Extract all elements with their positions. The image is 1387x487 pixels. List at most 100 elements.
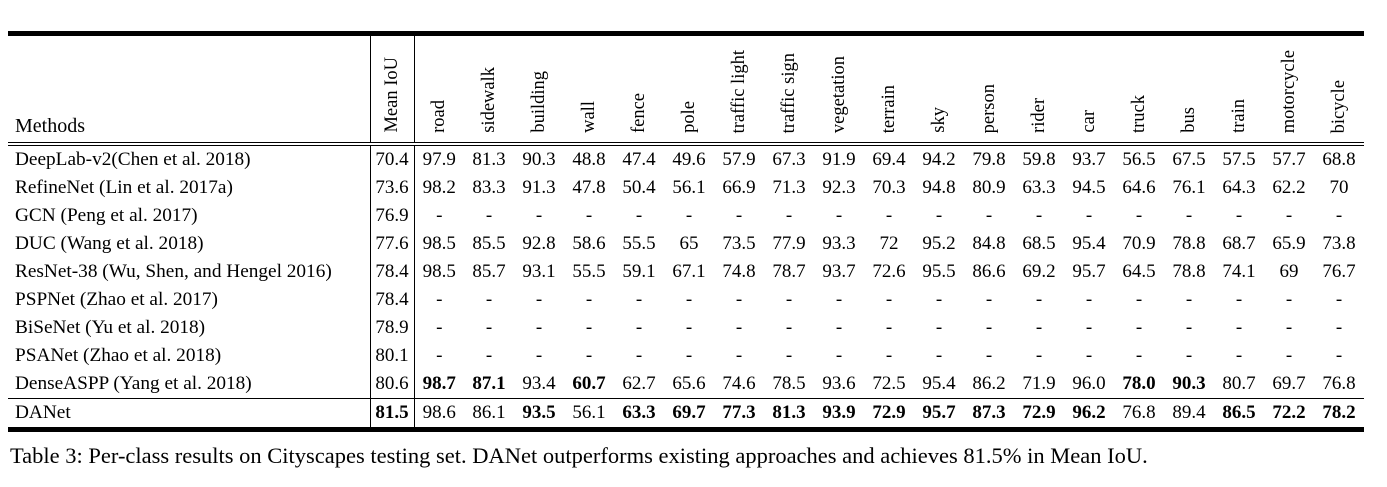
value-cell-bus: 78.8 bbox=[1172, 233, 1206, 254]
value-cell-sky: 95.5 bbox=[922, 261, 956, 282]
column-header-sidewalk: sidewalk bbox=[464, 33, 514, 146]
mean-iou-cell: 76.9 bbox=[370, 202, 415, 230]
value-cell-car: - bbox=[1085, 317, 1093, 338]
value-cell-road: 98.5 bbox=[422, 233, 456, 254]
column-header-vegetation: vegetation bbox=[814, 33, 864, 146]
value-cell-sidewalk: 81.3 bbox=[472, 149, 506, 170]
value-cell-traffic-light: 77.3 bbox=[714, 398, 764, 430]
mean-iou-cell: 78.4 bbox=[370, 258, 415, 286]
value-cell-car: - bbox=[1085, 345, 1093, 366]
value-cell-sky: - bbox=[935, 205, 943, 226]
value-cell-wall: 60.7 bbox=[572, 373, 606, 394]
value-cell-fence: 47.4 bbox=[622, 149, 656, 170]
column-header-traffic-light: traffic light bbox=[714, 33, 764, 146]
table-row-pspnet: PSPNet (Zhao et al. 2017) 78.4- - - - - - - - - - -… bbox=[8, 286, 1364, 314]
value-cell-truck: - bbox=[1135, 317, 1143, 338]
value-cell-traffic-sign: 78.5 bbox=[772, 373, 806, 394]
value-cell-bicycle: - bbox=[1335, 317, 1343, 338]
value-cell-bus: 76.1 bbox=[1172, 177, 1206, 198]
value-cell-vegetation: - bbox=[835, 205, 843, 226]
method-cell: ResNet-38 (Wu, Shen, and Hengel 2016) bbox=[8, 258, 371, 286]
value-cell-person: 84.8 bbox=[972, 233, 1006, 254]
value-cell-rider: 63.3 bbox=[1022, 177, 1056, 198]
value-cell-terrain: 72.5 bbox=[872, 373, 906, 394]
column-header-wall-label: wall bbox=[578, 101, 599, 133]
value-cell-truck: - bbox=[1135, 205, 1143, 226]
value-cell-sidewalk: 83.3 bbox=[472, 177, 506, 198]
value-cell-car: 96.2 bbox=[1064, 398, 1114, 430]
value-cell-train: 64.3 bbox=[1222, 177, 1256, 198]
value-cell-rider: - bbox=[1035, 345, 1043, 366]
value-cell-sky: - bbox=[935, 317, 943, 338]
value-cell-rider: 68.5 bbox=[1022, 233, 1056, 254]
column-header-truck: truck bbox=[1114, 33, 1164, 146]
value-cell-car: 95.7 bbox=[1072, 261, 1106, 282]
value-cell-building: 93.4 bbox=[522, 373, 556, 394]
value-cell-motorcycle: - bbox=[1285, 317, 1293, 338]
table-row-resnet-38: ResNet-38 (Wu, Shen, and Hengel 2016) 78.… bbox=[8, 258, 1364, 286]
value-cell-sidewalk: - bbox=[485, 205, 493, 226]
value-cell-sky: 95.2 bbox=[922, 233, 956, 254]
value-cell-motorcycle: 57.7 bbox=[1272, 149, 1306, 170]
value-cell-rider: 72.9 bbox=[1014, 398, 1064, 430]
value-cell-fence: - bbox=[635, 345, 643, 366]
value-cell-pole: 49.6 bbox=[672, 149, 706, 170]
value-cell-bus: 67.5 bbox=[1172, 149, 1206, 170]
value-cell-vegetation: 93.9 bbox=[814, 398, 864, 430]
value-cell-traffic-light: 66.9 bbox=[722, 177, 756, 198]
column-header-truck-label: truck bbox=[1128, 94, 1149, 133]
column-header-wall: wall bbox=[564, 33, 614, 146]
value-cell-terrain: - bbox=[885, 317, 893, 338]
value-cell-rider: 69.2 bbox=[1022, 261, 1056, 282]
value-cell-rider: 71.9 bbox=[1022, 373, 1056, 394]
column-header-train-label: train bbox=[1228, 99, 1249, 133]
value-cell-bus: - bbox=[1185, 317, 1193, 338]
value-cell-wall: 56.1 bbox=[564, 398, 614, 430]
value-cell-terrain: 72 bbox=[879, 233, 899, 254]
mean-iou-cell: 80.6 bbox=[370, 370, 415, 399]
header-row: Methods Mean IoU road sidewalk building wall… bbox=[8, 33, 1364, 146]
table-row-bisenet: BiSeNet (Yu et al. 2018) 78.9- - - - - - - - - - - -… bbox=[8, 314, 1364, 342]
column-header-bicycle: bicycle bbox=[1314, 33, 1364, 146]
value-cell-person: 86.2 bbox=[972, 373, 1006, 394]
value-cell-building: 90.3 bbox=[522, 149, 556, 170]
value-cell-rider: - bbox=[1035, 317, 1043, 338]
value-cell-terrain: - bbox=[885, 345, 893, 366]
column-header-fence: fence bbox=[614, 33, 664, 146]
value-cell-traffic-sign: 67.3 bbox=[772, 149, 806, 170]
mean-iou-cell: 73.6 bbox=[370, 174, 415, 202]
value-cell-traffic-light: - bbox=[735, 289, 743, 310]
column-header-building-label: building bbox=[528, 71, 549, 133]
value-cell-person: 79.8 bbox=[972, 149, 1006, 170]
value-cell-traffic-light: 73.5 bbox=[722, 233, 756, 254]
value-cell-traffic-light: 57.9 bbox=[722, 149, 756, 170]
value-cell-terrain: 72.6 bbox=[872, 261, 906, 282]
value-cell-motorcycle: - bbox=[1285, 345, 1293, 366]
value-cell-pole: 67.1 bbox=[672, 261, 706, 282]
value-cell-wall: 55.5 bbox=[572, 261, 606, 282]
value-cell-truck: 76.8 bbox=[1114, 398, 1164, 430]
value-cell-building: - bbox=[535, 205, 543, 226]
method-cell: PSPNet (Zhao et al. 2017) bbox=[8, 286, 371, 314]
mean-iou-cell: 78.4 bbox=[370, 286, 415, 314]
value-cell-bus: 78.8 bbox=[1172, 261, 1206, 282]
value-cell-train: - bbox=[1235, 345, 1243, 366]
value-cell-sky: - bbox=[935, 345, 943, 366]
value-cell-rider: 59.8 bbox=[1022, 149, 1056, 170]
value-cell-traffic-sign: 81.3 bbox=[764, 398, 814, 430]
value-cell-wall: 48.8 bbox=[572, 149, 606, 170]
value-cell-person: - bbox=[985, 289, 993, 310]
value-cell-building: - bbox=[535, 345, 543, 366]
value-cell-car: 94.5 bbox=[1072, 177, 1106, 198]
value-cell-traffic-sign: 77.9 bbox=[772, 233, 806, 254]
methods-column-header: Methods bbox=[8, 33, 371, 146]
value-cell-train: - bbox=[1235, 317, 1243, 338]
column-header-traffic-sign-label: traffic sign bbox=[778, 52, 799, 133]
table-body: DeepLab-v2(Chen et al. 2018) 70.4 97.9 81.3… bbox=[8, 144, 1364, 430]
value-cell-wall: - bbox=[585, 289, 593, 310]
value-cell-bicycle: - bbox=[1335, 289, 1343, 310]
table-header: Methods Mean IoU road sidewalk building wall… bbox=[8, 33, 1364, 146]
value-cell-traffic-sign: - bbox=[785, 289, 793, 310]
column-header-sidewalk-label: sidewalk bbox=[478, 67, 499, 133]
value-cell-motorcycle: 72.2 bbox=[1264, 398, 1314, 430]
